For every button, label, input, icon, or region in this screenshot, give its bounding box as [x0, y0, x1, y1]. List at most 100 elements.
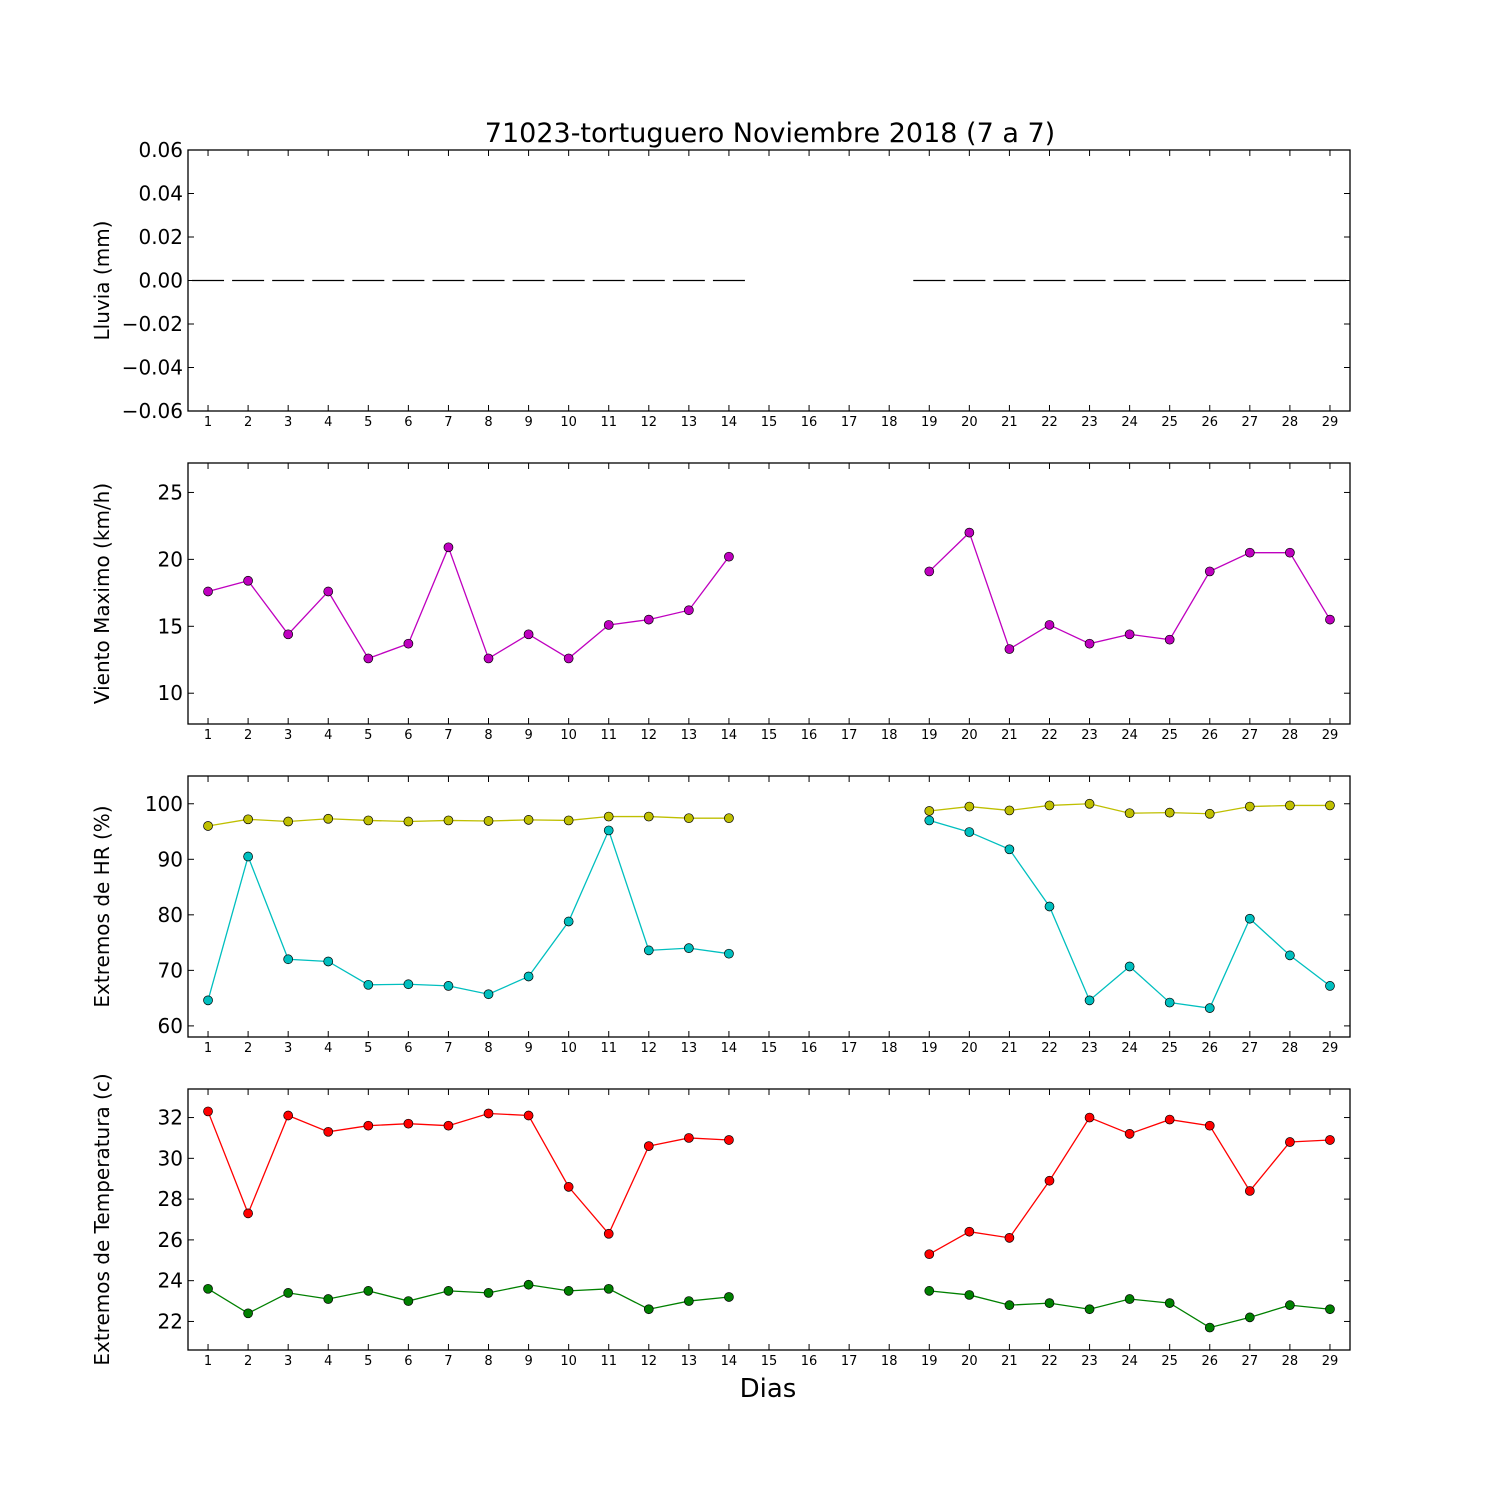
data-point — [203, 586, 213, 597]
data-point — [1325, 1135, 1335, 1145]
x-tick-label: 28 — [1282, 415, 1299, 430]
data-point — [964, 1226, 975, 1237]
data-point — [1325, 800, 1335, 811]
data-point — [363, 815, 374, 826]
x-tick-label: 15 — [761, 728, 778, 743]
x-tick-label: 20 — [961, 1041, 978, 1056]
data-point — [323, 1294, 334, 1304]
data-point — [643, 945, 654, 956]
data-point — [964, 801, 975, 812]
data-point — [603, 1228, 614, 1239]
data-point — [483, 989, 494, 1000]
y-axis-label: Lluvia (mm) — [90, 221, 114, 341]
data-point — [924, 806, 935, 816]
data-point — [1084, 1304, 1095, 1315]
data-point — [1325, 1304, 1335, 1315]
data-point — [1124, 629, 1135, 640]
x-tick-label: 23 — [1081, 728, 1098, 743]
data-point — [603, 825, 614, 836]
data-point — [323, 813, 334, 824]
data-point — [724, 948, 734, 959]
data-point — [1244, 913, 1255, 924]
x-tick-label: 11 — [600, 1041, 617, 1056]
x-tick-label: 7 — [444, 1041, 452, 1056]
x-tick-label: 25 — [1161, 728, 1178, 743]
x-tick-label: 29 — [1322, 1041, 1339, 1056]
x-tick-label: 22 — [1041, 1354, 1058, 1369]
y-tick-label: 0.02 — [138, 225, 183, 249]
data-point — [483, 816, 494, 826]
data-point — [924, 815, 935, 826]
data-point — [643, 614, 654, 625]
x-tick-label: 27 — [1242, 728, 1259, 743]
x-tick-label: 16 — [801, 1041, 818, 1056]
y-tick-label: 32 — [158, 1106, 183, 1130]
y-tick-label: 22 — [158, 1309, 183, 1333]
data-point — [724, 551, 734, 562]
data-point — [643, 1304, 654, 1315]
data-point — [964, 827, 975, 837]
x-tick-label: 7 — [444, 1354, 452, 1369]
series-line — [207, 1284, 729, 1315]
series-line — [207, 545, 730, 660]
x-tick-label: 25 — [1161, 415, 1178, 430]
data-point — [1164, 1298, 1175, 1308]
data-point — [684, 813, 694, 824]
x-tick-label: 11 — [600, 728, 617, 743]
data-point — [684, 1296, 694, 1306]
data-point — [724, 813, 734, 824]
x-tick-label: 23 — [1081, 1354, 1098, 1369]
x-tick-label: 8 — [484, 728, 492, 743]
x-tick-label: 19 — [921, 1041, 938, 1056]
x-tick-label: 28 — [1282, 1041, 1299, 1056]
data-point — [363, 979, 374, 990]
series-line — [929, 819, 1331, 1009]
data-point — [243, 1208, 253, 1219]
data-point — [924, 566, 935, 577]
y-tick-label: −0.06 — [122, 399, 183, 423]
x-tick-label: 15 — [761, 1041, 778, 1056]
x-tick-label: 22 — [1041, 728, 1058, 743]
x-tick-label: 9 — [524, 1041, 532, 1056]
x-tick-label: 5 — [364, 728, 372, 743]
data-point — [1204, 566, 1215, 577]
x-tick-label: 25 — [1161, 1041, 1178, 1056]
y-tick-label: 0.00 — [138, 269, 183, 293]
x-tick-label: 24 — [1121, 415, 1138, 430]
data-point — [1004, 644, 1015, 654]
x-tick-label: 10 — [560, 1354, 577, 1369]
panel-1: 0.060.040.020.00−0.02−0.04−0.06 1 2 3 4 5 6 7 8 9… — [90, 138, 1351, 430]
x-tick-label: 3 — [284, 415, 292, 430]
axes-frame — [187, 1088, 1351, 1351]
x-tick-label: 11 — [600, 415, 617, 430]
x-tick-label: 26 — [1201, 415, 1218, 430]
data-point — [1204, 808, 1215, 819]
data-point — [1325, 614, 1335, 625]
y-tick-label: −0.04 — [122, 356, 183, 380]
data-point — [1285, 1137, 1295, 1147]
x-tick-label: 6 — [404, 1041, 412, 1056]
y-tick-label: 25 — [158, 480, 183, 504]
x-tick-label: 18 — [881, 1041, 898, 1056]
x-tick-label: 17 — [841, 728, 858, 743]
data-point — [724, 1292, 734, 1302]
x-tick-label: 10 — [560, 415, 577, 430]
data-point — [1204, 1120, 1215, 1131]
data-point — [643, 811, 654, 822]
x-tick-label: 9 — [524, 415, 532, 430]
x-tick-label: 14 — [721, 1354, 738, 1369]
x-tick-label: 16 — [801, 728, 818, 743]
data-point — [363, 1286, 374, 1296]
x-tick-label: 2 — [244, 728, 252, 743]
x-tick-label: 16 — [801, 415, 818, 430]
x-tick-label: 29 — [1322, 1354, 1339, 1369]
data-point — [283, 1110, 294, 1121]
x-tick-label: 9 — [524, 1354, 532, 1369]
axes-frame — [187, 775, 1351, 1038]
x-tick-label: 21 — [1001, 1354, 1018, 1369]
data-point — [443, 815, 454, 826]
x-tick-label: 25 — [1161, 1354, 1178, 1369]
x-tick-label: 4 — [324, 728, 332, 743]
